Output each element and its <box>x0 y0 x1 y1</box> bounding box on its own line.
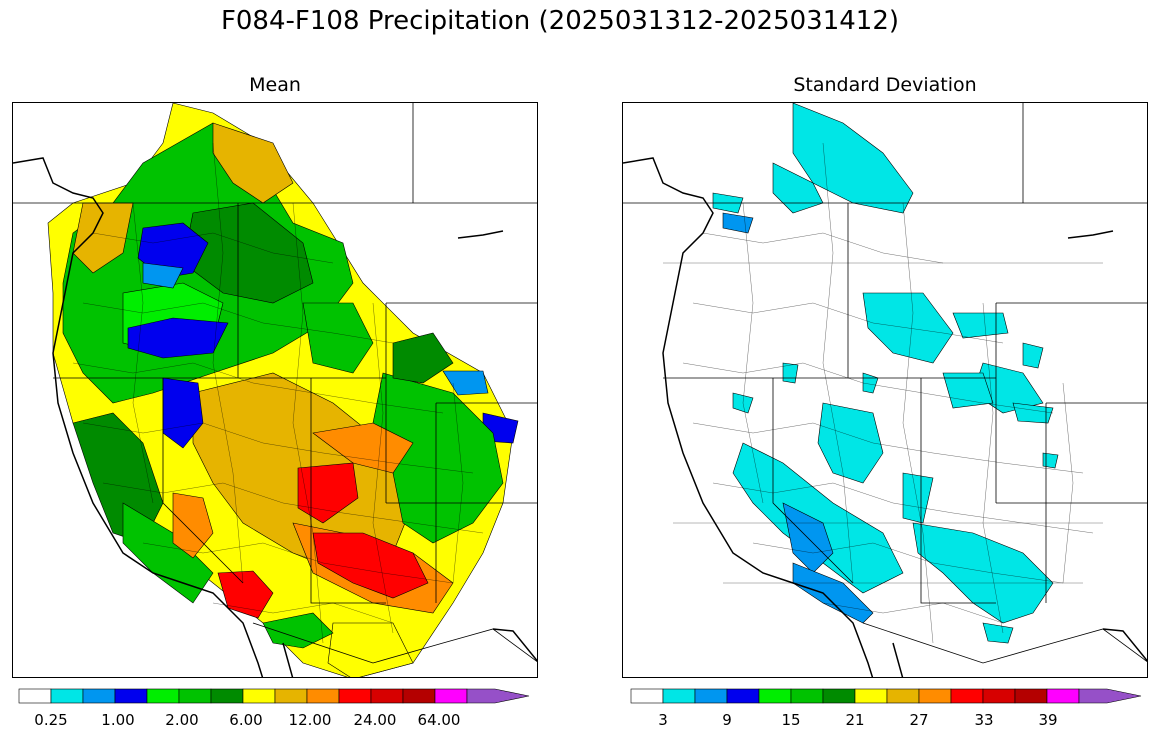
mean-colorbar <box>18 688 530 704</box>
colorbar-segment <box>982 688 1016 704</box>
mean-panel-title: Mean <box>249 74 301 96</box>
colorbar-segment <box>210 688 244 704</box>
colorbar-segment <box>662 688 696 704</box>
colorbar-segment <box>694 688 728 704</box>
mean-colorbar-tick-label: 1.00 <box>101 711 135 729</box>
colorbar-segment <box>758 688 792 704</box>
mean-colorbar-tick-label: 64.00 <box>417 711 461 729</box>
mean-colorbar-segments <box>18 688 530 704</box>
colorbar-segment <box>178 688 212 704</box>
colorbar-segment <box>114 688 148 704</box>
colorbar-segment <box>822 688 856 704</box>
mean-map-svg <box>13 103 537 677</box>
mean-colorbar-tick-label: 24.00 <box>353 711 397 729</box>
stddev-map <box>622 102 1148 678</box>
colorbar-segment <box>306 688 340 704</box>
stddev-colorbar-tick-label: 39 <box>1038 711 1058 729</box>
colorbar-segment <box>726 688 760 704</box>
colorbar-segment <box>886 688 920 704</box>
stddev-colorbar-segments <box>630 688 1142 704</box>
colorbar-segment <box>146 688 180 704</box>
stddev-colorbar-tick-label: 33 <box>974 711 994 729</box>
colorbar-segment <box>790 688 824 704</box>
colorbar-segment <box>1014 688 1048 704</box>
mean-colorbar-tick-label: 2.00 <box>165 711 199 729</box>
colorbar-extend-arrow <box>1078 688 1142 704</box>
mean-colorbar-tick-label: 12.00 <box>288 711 332 729</box>
colorbar-segment <box>82 688 116 704</box>
mean-colorbar-tick-label: 6.00 <box>229 711 263 729</box>
stddev-colorbar-tick-label: 15 <box>781 711 801 729</box>
mean-map <box>12 102 538 678</box>
stddev-panel-title: Standard Deviation <box>793 74 977 96</box>
colorbar-segment <box>434 688 468 704</box>
colorbar-segment <box>274 688 308 704</box>
colorbar-segment <box>950 688 984 704</box>
figure-title: F084-F108 Precipitation (2025031312-2025… <box>220 6 900 36</box>
stddev-colorbar <box>630 688 1142 704</box>
colorbar-segment <box>402 688 436 704</box>
stddev-colorbar-tick-label: 21 <box>845 711 865 729</box>
colorbar-segment <box>1046 688 1080 704</box>
colorbar-segment <box>854 688 888 704</box>
colorbar-segment <box>370 688 404 704</box>
stddev-colorbar-tick-label: 3 <box>658 711 668 729</box>
colorbar-segment <box>18 688 52 704</box>
stddev-colorbar-tick-label: 9 <box>722 711 732 729</box>
stddev-map-svg <box>623 103 1147 677</box>
mean-colorbar-tick-label: 0.25 <box>34 711 68 729</box>
colorbar-segment <box>338 688 372 704</box>
colorbar-segment <box>630 688 664 704</box>
colorbar-segment <box>918 688 952 704</box>
colorbar-segment <box>50 688 84 704</box>
stddev-colorbar-tick-label: 27 <box>909 711 929 729</box>
colorbar-segment <box>242 688 276 704</box>
colorbar-extend-arrow <box>466 688 530 704</box>
